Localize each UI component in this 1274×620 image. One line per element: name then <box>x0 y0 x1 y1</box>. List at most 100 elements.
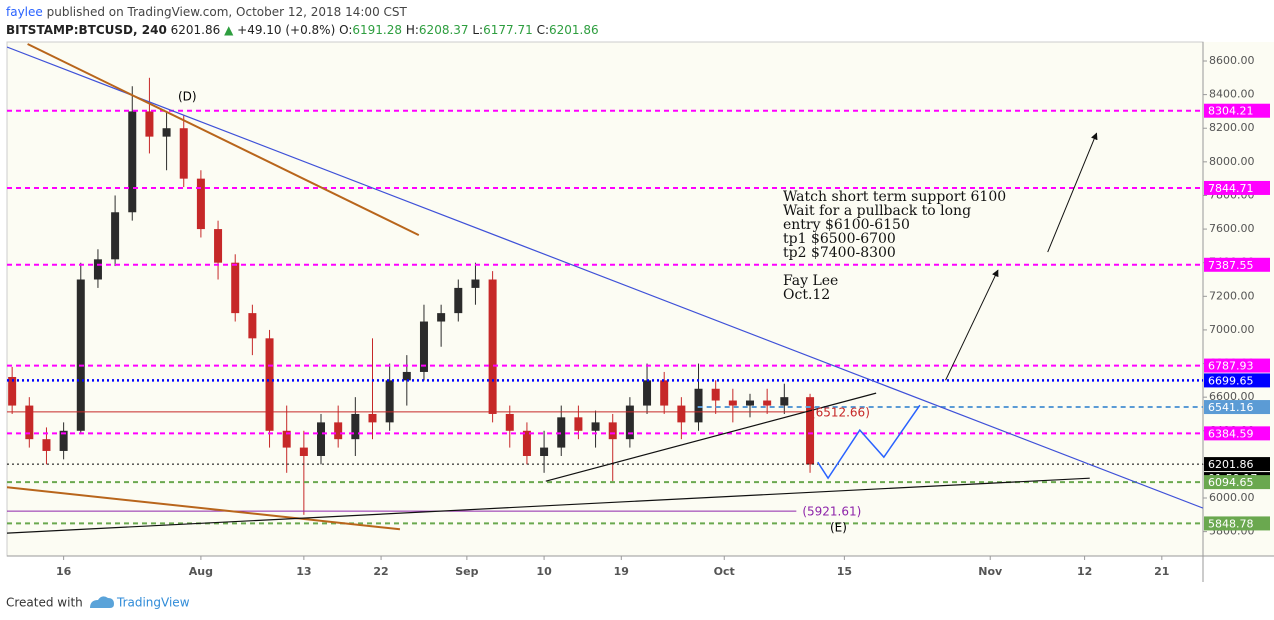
logo <box>90 596 114 608</box>
signature: Oct.12 <box>783 287 830 303</box>
y-tick-label: 8000.00 <box>1209 155 1255 168</box>
candle-body <box>694 388 703 423</box>
candle-body <box>806 397 815 465</box>
footer-text: Created with <box>6 596 83 610</box>
symbol-line: BITSTAMP:BTCUSD, 240 6201.86 ▲ +49.10 (+… <box>6 23 599 37</box>
author: faylee <box>6 5 43 19</box>
level-tag <box>1204 180 1270 195</box>
drawings <box>7 43 1203 534</box>
trend-line <box>545 392 877 482</box>
candle-body <box>780 397 789 406</box>
o-label: O: <box>339 23 352 37</box>
candle-body <box>299 447 308 456</box>
level-tag <box>1204 358 1270 373</box>
candle-body <box>76 279 85 431</box>
candle-body <box>111 212 120 260</box>
candle-body <box>248 313 257 339</box>
level-label: 8304.21 <box>1208 105 1254 118</box>
arrow <box>945 269 999 381</box>
candle-body <box>385 380 394 423</box>
candle-body <box>42 439 51 451</box>
candle-body <box>25 405 34 440</box>
level-tag <box>1204 475 1270 490</box>
x-tick-label: 16 <box>56 565 72 578</box>
level-label: 7844.71 <box>1208 182 1254 195</box>
level-label: 7387.55 <box>1208 259 1254 272</box>
candle-body <box>540 447 549 456</box>
l: 6177.71 <box>483 23 533 37</box>
candle-body <box>231 262 240 314</box>
trend-line <box>7 486 401 531</box>
y-tick-label: 7000.00 <box>1209 323 1255 336</box>
level-tag <box>1204 103 1270 118</box>
header: faylee published on TradingView.com, Oct… <box>6 5 408 19</box>
candle-body <box>179 128 188 179</box>
note-line: tp2 $7400-8300 <box>783 245 896 261</box>
c: 6201.86 <box>549 23 599 37</box>
symbol: BITSTAMP:BTCUSD, 240 <box>6 23 167 37</box>
level-label: 6541.16 <box>1208 401 1254 414</box>
trend-line <box>7 46 1203 509</box>
o: 6191.28 <box>352 23 402 37</box>
x-tick-label: 10 <box>536 565 552 578</box>
candle-body <box>162 128 171 137</box>
arrow: ▲ <box>224 23 234 37</box>
level-tag <box>1204 373 1270 388</box>
candle-body <box>437 313 446 322</box>
level-label: 5848.78 <box>1208 517 1254 530</box>
candle-body <box>282 430 291 448</box>
published: published on TradingView.com, October 12… <box>47 5 408 19</box>
x-tick-label: 15 <box>837 565 852 578</box>
trend-line <box>7 477 1090 534</box>
level-tag <box>1204 257 1270 272</box>
candle-body <box>728 400 737 406</box>
change: +49.10 (+0.8%) <box>237 23 335 37</box>
candle-body <box>454 287 463 314</box>
plot-area <box>6 41 1204 557</box>
candle-body <box>591 422 600 431</box>
brand[interactable]: TradingView <box>116 596 190 610</box>
h: 6208.37 <box>419 23 469 37</box>
y-tick-label: 8200.00 <box>1209 121 1255 134</box>
level-label: 6699.65 <box>1208 374 1254 387</box>
x-tick-label: Sep <box>455 565 478 578</box>
candle-body <box>93 259 102 280</box>
candle-body <box>711 388 720 401</box>
candle-body <box>625 405 634 440</box>
candle-body <box>677 405 686 423</box>
y-tick-label: 8600.00 <box>1209 54 1255 67</box>
trend-line <box>27 43 420 237</box>
x-tick-label: 13 <box>296 565 311 578</box>
level-tag <box>1204 516 1270 531</box>
candle-body <box>471 279 480 288</box>
wave-label: (D) <box>178 90 197 104</box>
candle-body <box>660 380 669 406</box>
note-line: tp1 $6500-6700 <box>783 231 896 247</box>
level-label: 6384.59 <box>1208 427 1254 440</box>
h-label: H: <box>406 23 419 37</box>
x-tick-label: 22 <box>373 565 388 578</box>
y-tick-label: 6600.00 <box>1209 390 1255 403</box>
candle-body <box>643 380 652 406</box>
note-line: entry $6100-6150 <box>783 217 910 233</box>
projection-path <box>817 404 921 480</box>
price-label: (6512.66) <box>811 405 870 419</box>
note-line: Watch short term support 6100 <box>783 189 1006 205</box>
candle-body <box>265 338 274 431</box>
candles <box>8 77 815 515</box>
candle-body <box>317 422 326 456</box>
candle-body <box>574 417 583 431</box>
candle-body <box>214 229 223 263</box>
x-tick-label: Oct <box>714 565 735 578</box>
candle-body <box>745 400 754 406</box>
price-label: (5921.61) <box>802 505 861 519</box>
x-tick-label: 19 <box>614 565 629 578</box>
x-tick-label: 21 <box>1154 565 1169 578</box>
candle-body <box>419 321 428 372</box>
candle-body <box>8 376 17 406</box>
candle-body <box>59 430 68 451</box>
candle-body <box>334 422 343 440</box>
level-tag <box>1204 426 1270 441</box>
candle-body <box>557 417 566 448</box>
level-label: 6787.93 <box>1208 360 1254 373</box>
